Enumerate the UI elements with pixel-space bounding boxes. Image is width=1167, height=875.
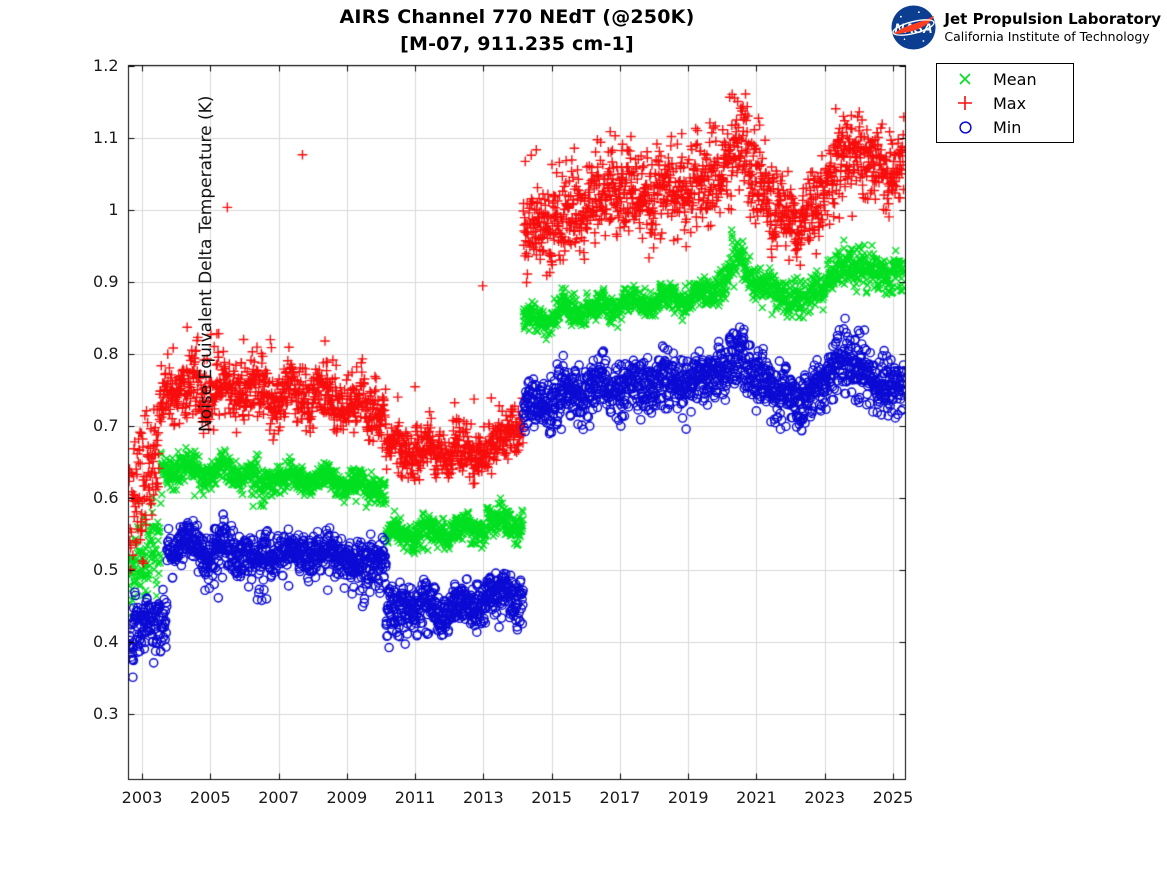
legend-item-max: Max bbox=[937, 91, 1073, 115]
legend-label-min: Min bbox=[993, 117, 1022, 137]
chart-title-line1: AIRS Channel 770 NEdT (@250K) bbox=[339, 6, 695, 28]
caltech-name: California Institute of Technology bbox=[944, 29, 1150, 44]
y-tick-label: 0.5 bbox=[93, 559, 119, 579]
y-tick-label: 1.1 bbox=[93, 127, 119, 147]
legend-item-min: Min bbox=[937, 115, 1073, 139]
max-plus-marker-icon bbox=[937, 94, 993, 112]
y-tick-label: 1.2 bbox=[93, 55, 119, 75]
y-tick-label: 1 bbox=[108, 199, 119, 219]
jpl-logo-text: Jet Propulsion Laboratory California Ins… bbox=[944, 10, 1161, 45]
jpl-name: Jet Propulsion Laboratory bbox=[944, 10, 1161, 28]
legend-item-mean: Mean bbox=[937, 67, 1073, 91]
x-tick-label: 2025 bbox=[872, 788, 914, 807]
x-tick-label: 2003 bbox=[121, 788, 163, 807]
x-tick-label: 2019 bbox=[667, 788, 709, 807]
x-tick-label: 2011 bbox=[394, 788, 436, 807]
y-tick-label: 0.9 bbox=[93, 271, 119, 291]
y-tick-label: 0.4 bbox=[93, 631, 119, 651]
x-tick-label: 2015 bbox=[531, 788, 572, 807]
nasa-meatball-icon: NASA bbox=[891, 5, 936, 50]
legend-label-max: Max bbox=[993, 93, 1027, 113]
x-tick-label: 2023 bbox=[804, 788, 846, 807]
x-tick-label: 2009 bbox=[326, 788, 368, 807]
jpl-logo-block: NASA Jet Propulsion Laboratory Californi… bbox=[891, 5, 1161, 50]
y-tick-label: 0.6 bbox=[93, 487, 119, 507]
chart-title-line2: [M-07, 911.235 cm-1] bbox=[400, 33, 634, 55]
y-tick-label: 0.7 bbox=[93, 415, 119, 435]
y-axis-label: Noise Equivalent Delta Temperature (K) bbox=[196, 95, 217, 432]
x-tick-label: 2021 bbox=[736, 788, 777, 807]
x-tick-label: 2013 bbox=[463, 788, 504, 807]
x-tick-label: 2017 bbox=[599, 788, 641, 807]
legend-label-mean: Mean bbox=[993, 69, 1037, 89]
y-tick-label: 0.8 bbox=[93, 343, 119, 363]
legend: Mean Max Min bbox=[936, 63, 1074, 143]
mean-x-marker-icon bbox=[937, 71, 993, 87]
y-tick-label: 0.3 bbox=[93, 703, 119, 723]
chart-title: AIRS Channel 770 NEdT (@250K) [M-07, 911… bbox=[0, 4, 1034, 58]
x-tick-label: 2007 bbox=[258, 788, 299, 807]
min-circle-marker-icon bbox=[937, 119, 993, 136]
x-tick-label: 2005 bbox=[189, 788, 231, 807]
